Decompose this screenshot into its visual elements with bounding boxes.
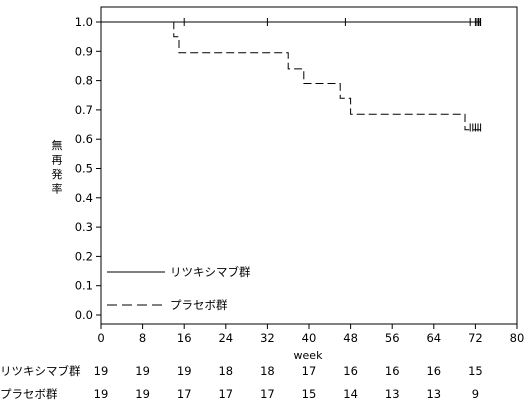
risk-value: 19 bbox=[135, 387, 150, 400]
risk-value: 18 bbox=[218, 364, 233, 378]
x-tick-label: 48 bbox=[343, 331, 358, 345]
risk-value: 13 bbox=[385, 387, 400, 400]
risk-value: 15 bbox=[468, 364, 483, 378]
risk-value: 17 bbox=[218, 387, 233, 400]
y-axis-title-char: 発 bbox=[52, 167, 63, 181]
y-tick-label: 0.6 bbox=[75, 132, 93, 146]
x-tick-label: 40 bbox=[302, 331, 317, 345]
risk-value: 9 bbox=[472, 387, 479, 400]
risk-value: 18 bbox=[260, 364, 275, 378]
risk-table: リツキシマブ群 19 19 19 18 18 17 16 16 16 15 プラセボ群 19 19 17 17… bbox=[0, 364, 483, 400]
y-axis-title-char: 率 bbox=[52, 182, 63, 196]
risk-value: 15 bbox=[302, 387, 317, 400]
plot-frame bbox=[100, 6, 518, 325]
y-tick-label: 0.8 bbox=[75, 74, 93, 88]
y-axis-title-char: 無 bbox=[52, 138, 63, 152]
x-axis: 0 8 16 24 32 40 48 56 64 72 80 bbox=[97, 324, 524, 345]
y-tick-label: 0.1 bbox=[75, 279, 93, 293]
risk-value: 19 bbox=[135, 364, 150, 378]
risk-value: 16 bbox=[385, 364, 400, 378]
y-axis-title: 無再発率 bbox=[52, 138, 63, 196]
y-tick-label: 0.3 bbox=[75, 220, 93, 234]
x-tick-label: 56 bbox=[385, 331, 400, 345]
y-tick-label: 0.2 bbox=[75, 249, 93, 263]
risk-value: 13 bbox=[426, 387, 441, 400]
series-layer bbox=[101, 18, 482, 132]
x-tick-label: 16 bbox=[177, 331, 192, 345]
risk-value: 17 bbox=[260, 387, 275, 400]
x-axis-title: week bbox=[294, 349, 324, 362]
legend-label-2: プラセボ群 bbox=[170, 298, 228, 312]
risk-value: 17 bbox=[177, 387, 192, 400]
y-tick-label: 0.9 bbox=[75, 44, 93, 58]
y-tick-label: 0.0 bbox=[75, 308, 93, 322]
risk-value: 16 bbox=[426, 364, 441, 378]
y-tick-label: 1.0 bbox=[75, 15, 93, 29]
risk-value: 14 bbox=[343, 387, 358, 400]
y-tick-label: 0.7 bbox=[75, 103, 93, 117]
x-tick-label: 64 bbox=[426, 331, 441, 345]
risk-value: 19 bbox=[94, 387, 109, 400]
risk-value: 16 bbox=[343, 364, 358, 378]
risk-value: 17 bbox=[302, 364, 317, 378]
legend-label-1: リツキシマブ群 bbox=[170, 265, 251, 279]
risk-row-label: リツキシマブ群 bbox=[0, 364, 81, 378]
x-tick-label: 32 bbox=[260, 331, 275, 345]
y-tick-label: 0.5 bbox=[75, 162, 93, 176]
y-tick-label: 0.4 bbox=[75, 191, 93, 205]
x-tick-label: 80 bbox=[510, 331, 525, 345]
risk-value: 19 bbox=[177, 364, 192, 378]
x-tick-label: 0 bbox=[97, 331, 104, 345]
x-tick-label: 24 bbox=[218, 331, 233, 345]
series-line-2 bbox=[101, 21, 481, 131]
x-tick-label: 8 bbox=[139, 331, 146, 345]
risk-row-label: プラセボ群 bbox=[0, 387, 58, 400]
y-axis: 0.0 0.1 0.2 0.3 0.4 0.5 0.6 0.7 0.8 0.9 1.0 bbox=[75, 15, 101, 322]
risk-value: 19 bbox=[94, 364, 109, 378]
y-axis-title-char: 再 bbox=[52, 154, 63, 167]
x-tick-label: 72 bbox=[468, 331, 483, 345]
